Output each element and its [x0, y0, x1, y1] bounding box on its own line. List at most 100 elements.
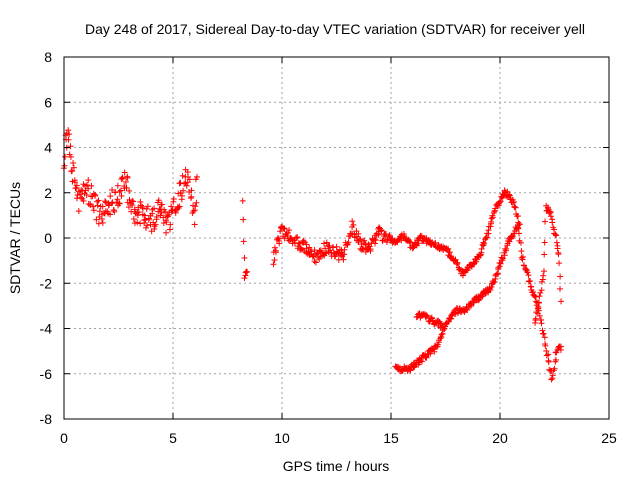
- data-point: [83, 181, 90, 188]
- data-point: [535, 300, 542, 307]
- data-point: [541, 239, 548, 246]
- data-point: [491, 278, 498, 285]
- data-point: [297, 245, 304, 252]
- data-point: [151, 223, 158, 230]
- data-point: [480, 239, 487, 246]
- y-axis-label: SDTVAR / TECUs: [7, 182, 23, 294]
- data-point: [497, 260, 504, 267]
- data-point: [270, 261, 277, 268]
- data-point: [130, 198, 137, 205]
- data-point: [541, 334, 548, 341]
- data-point: [489, 214, 496, 221]
- data-point: [77, 191, 84, 198]
- data-point: [62, 153, 69, 160]
- grid: [64, 57, 609, 419]
- data-point: [134, 212, 141, 219]
- data-point: [102, 199, 109, 206]
- data-point: [102, 198, 109, 205]
- data-point: [125, 204, 132, 211]
- data-point: [538, 287, 545, 294]
- data-point: [516, 221, 523, 228]
- data-point: [286, 227, 293, 234]
- data-point: [144, 203, 151, 210]
- data-point: [498, 254, 505, 261]
- data-point: [122, 178, 129, 185]
- data-point: [366, 243, 373, 250]
- data-point: [284, 229, 291, 236]
- data-point: [107, 211, 114, 218]
- data-point: [271, 257, 278, 264]
- data-point: [88, 182, 95, 189]
- data-point: [126, 196, 133, 203]
- data-point: [192, 203, 199, 210]
- data-point: [61, 162, 68, 169]
- data-point: [96, 208, 103, 215]
- data-point: [406, 238, 413, 245]
- data-point: [141, 220, 148, 227]
- data-point: [326, 242, 333, 249]
- data-point: [107, 193, 114, 200]
- data-point: [545, 351, 552, 358]
- data-point: [503, 245, 510, 252]
- data-point: [316, 256, 323, 263]
- data-point: [131, 206, 138, 213]
- data-point: [552, 356, 559, 363]
- data-point: [364, 246, 371, 253]
- data-point: [241, 254, 248, 261]
- data-point: [345, 239, 352, 246]
- data-point: [240, 216, 247, 223]
- y-tick-label: 2: [44, 185, 52, 201]
- data-point: [558, 343, 565, 350]
- data-point: [167, 221, 174, 228]
- data-point: [66, 131, 73, 138]
- data-point: [423, 312, 430, 319]
- data-point: [557, 285, 564, 292]
- y-tick-label: -8: [40, 411, 53, 427]
- data-point: [340, 256, 347, 263]
- data-point: [111, 208, 118, 215]
- data-points: [60, 127, 565, 383]
- data-point: [123, 184, 130, 191]
- data-point: [510, 199, 517, 206]
- data-point: [321, 240, 328, 247]
- data-point: [488, 218, 495, 225]
- data-point: [495, 264, 502, 271]
- data-point: [547, 213, 554, 220]
- data-point: [124, 174, 131, 181]
- data-point: [432, 239, 439, 246]
- data-point: [179, 172, 186, 179]
- data-point: [440, 323, 447, 330]
- data-point: [527, 283, 534, 290]
- data-point: [382, 230, 389, 237]
- data-point: [114, 196, 121, 203]
- data-point: [141, 212, 148, 219]
- data-point: [549, 372, 556, 379]
- data-point: [162, 208, 169, 215]
- data-point: [321, 250, 328, 257]
- data-point: [158, 201, 165, 208]
- data-point: [149, 210, 156, 217]
- data-point: [116, 188, 123, 195]
- data-point: [69, 167, 76, 174]
- data-point: [281, 225, 288, 232]
- data-point: [155, 197, 162, 204]
- data-point: [106, 201, 113, 208]
- data-point: [316, 248, 323, 255]
- data-point: [531, 292, 538, 299]
- data-point: [412, 241, 419, 248]
- data-point: [543, 347, 550, 354]
- data-point: [180, 187, 187, 194]
- data-point: [119, 175, 126, 182]
- y-tick-label: 6: [44, 94, 52, 110]
- data-point: [87, 200, 94, 207]
- data-point: [160, 214, 167, 221]
- y-tick-label: 0: [44, 230, 52, 246]
- data-point: [478, 245, 485, 252]
- data-point: [80, 197, 87, 204]
- data-point: [438, 331, 445, 338]
- data-point: [541, 218, 548, 225]
- data-point: [193, 199, 200, 206]
- data-point: [483, 234, 490, 241]
- data-point: [423, 353, 430, 360]
